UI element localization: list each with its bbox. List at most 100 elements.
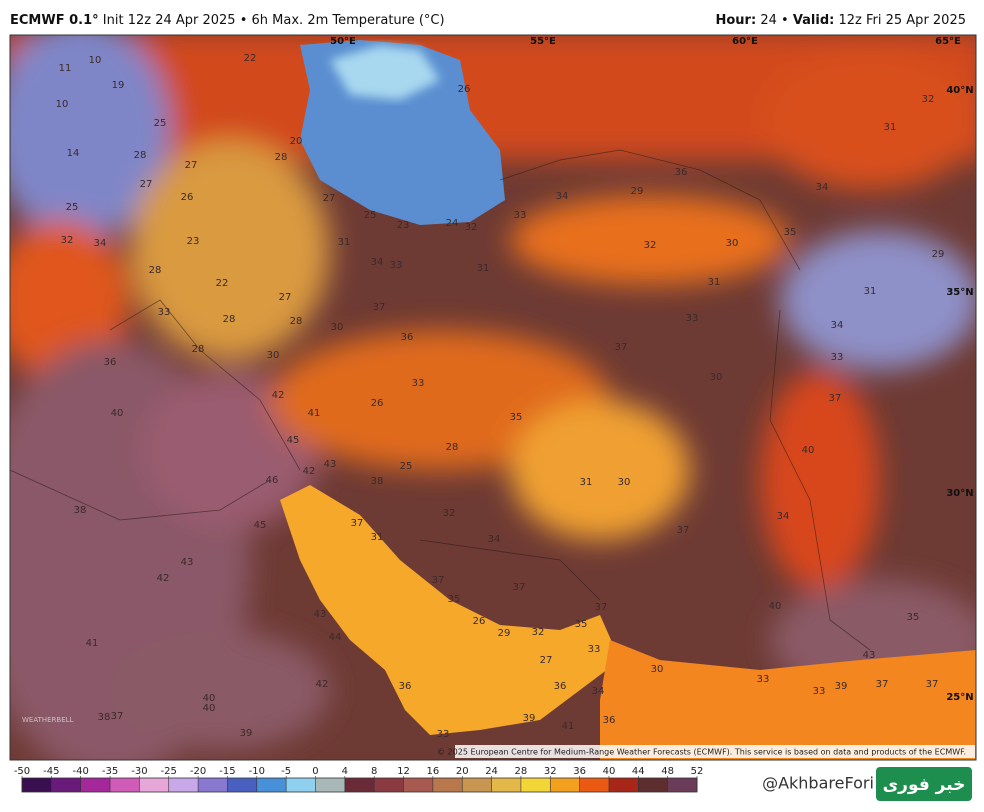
colorbar-tick-label: -40 bbox=[73, 766, 89, 777]
colorbar-swatch bbox=[139, 778, 170, 792]
temperature-label: 43 bbox=[863, 650, 876, 661]
temperature-label: 33 bbox=[390, 260, 403, 271]
header-right: Hour: 24 • Valid: 12z Fri 25 Apr 2025 bbox=[715, 13, 966, 28]
colorbar-swatch bbox=[286, 778, 316, 792]
temperature-label: 30 bbox=[267, 350, 280, 361]
temperature-label: 37 bbox=[615, 342, 628, 353]
temperature-label: 28 bbox=[192, 344, 205, 355]
temperature-label: 32 bbox=[61, 235, 74, 246]
temperature-label: 35 bbox=[575, 619, 588, 630]
temperature-label: 42 bbox=[157, 573, 170, 584]
temperature-label: 10 bbox=[56, 99, 69, 110]
temperature-label: 33 bbox=[437, 729, 450, 740]
temperature-label: 30 bbox=[726, 238, 739, 249]
colorbar-swatch bbox=[227, 778, 258, 792]
temperature-label: 33 bbox=[158, 307, 171, 318]
temperature-label: 36 bbox=[603, 715, 616, 726]
header-left: ECMWF 0.1° Init 12z 24 Apr 2025 • 6h Max… bbox=[10, 13, 445, 28]
temperature-label: 46 bbox=[266, 475, 279, 486]
temperature-label: 38 bbox=[371, 476, 384, 487]
latitude-label: 35°N bbox=[946, 287, 973, 298]
gulf-of-oman bbox=[600, 640, 976, 760]
colorbar-swatch bbox=[51, 778, 82, 792]
temperature-label: 33 bbox=[412, 378, 425, 389]
latitude-label: 25°N bbox=[946, 692, 973, 703]
colorbar-swatch bbox=[550, 778, 581, 792]
colorbar-tick-label: 0 bbox=[312, 766, 318, 777]
temperature-label: 26 bbox=[473, 616, 486, 627]
temperature-label: 27 bbox=[140, 179, 153, 190]
temperature-label: 34 bbox=[777, 511, 790, 522]
temperature-label: 36 bbox=[401, 332, 414, 343]
temperature-label: 25 bbox=[66, 202, 79, 213]
colorbar-swatch bbox=[432, 778, 463, 792]
map bbox=[10, 35, 976, 760]
latitude-label: 40°N bbox=[946, 85, 973, 96]
temperature-label: 36 bbox=[675, 167, 688, 178]
temperature-label: 11 bbox=[59, 63, 72, 74]
copyright-bg bbox=[455, 745, 975, 758]
latitude-label: 30°N bbox=[946, 488, 973, 499]
temperature-label: 10 bbox=[89, 55, 102, 66]
colorbar-tick-label: -50 bbox=[14, 766, 30, 777]
logo: خبر فوری bbox=[883, 775, 966, 795]
watermark: WEATHERBELL bbox=[22, 716, 74, 724]
temperature-label: 37 bbox=[513, 582, 526, 593]
temperature-label: 40 bbox=[203, 693, 216, 704]
temperature-label: 43 bbox=[181, 557, 194, 568]
product: 6h Max. 2m Temperature (°C) bbox=[252, 13, 445, 28]
colorbar-tick-label: 28 bbox=[515, 766, 528, 777]
temperature-label: 41 bbox=[308, 408, 321, 419]
temperature-label: 30 bbox=[710, 372, 723, 383]
temperature-label: 32 bbox=[532, 627, 545, 638]
temperature-label: 37 bbox=[876, 679, 889, 690]
temperature-label: 36 bbox=[399, 681, 412, 692]
colorbar-swatch bbox=[579, 778, 610, 792]
colorbar-swatch bbox=[168, 778, 199, 792]
handle: @AkhbareFori bbox=[762, 774, 874, 793]
temperature-label: 39 bbox=[523, 713, 536, 724]
temperature-label: 29 bbox=[932, 249, 945, 260]
colorbar-swatch bbox=[110, 778, 140, 792]
colorbar-swatch bbox=[22, 778, 52, 792]
temperature-label: 22 bbox=[244, 53, 257, 64]
colorbar-swatch bbox=[256, 778, 287, 792]
separator: • bbox=[240, 13, 248, 28]
hour-label: Hour: bbox=[715, 13, 756, 28]
temperature-label: 42 bbox=[316, 679, 329, 690]
temperature-label: 37 bbox=[926, 679, 939, 690]
colorbar-swatch bbox=[520, 778, 551, 792]
temperature-label: 23 bbox=[187, 236, 200, 247]
temperature-label: 37 bbox=[595, 602, 608, 613]
temperature-label: 35 bbox=[907, 612, 920, 623]
temperature-label: 42 bbox=[272, 390, 285, 401]
temperature-label: 30 bbox=[651, 664, 664, 675]
temperature-label: 37 bbox=[432, 575, 445, 586]
colorbar-swatch bbox=[608, 778, 639, 792]
temperature-label: 20 bbox=[290, 136, 303, 147]
colorbar-tick-label: -25 bbox=[161, 766, 177, 777]
temperature-label: 31 bbox=[477, 263, 490, 274]
longitude-label: 55°E bbox=[530, 36, 556, 47]
temperature-label: 33 bbox=[588, 644, 601, 655]
temperature-label: 37 bbox=[829, 393, 842, 404]
temperature-label: 29 bbox=[631, 186, 644, 197]
longitude-label: 60°E bbox=[732, 36, 758, 47]
temperature-label: 28 bbox=[134, 150, 147, 161]
temperature-label: 31 bbox=[708, 277, 721, 288]
colorbar-tick-label: 36 bbox=[573, 766, 586, 777]
colorbar-swatch bbox=[198, 778, 228, 792]
colorbar-tick-label: 52 bbox=[691, 766, 704, 777]
model: ECMWF 0.1° bbox=[10, 13, 99, 28]
temperature-label: 28 bbox=[446, 442, 459, 453]
temperature-label: 35 bbox=[448, 594, 461, 605]
colorbar-swatch bbox=[403, 778, 434, 792]
temperature-label: 32 bbox=[443, 508, 456, 519]
colorbar-swatch bbox=[344, 778, 375, 792]
temperature-label: 34 bbox=[816, 182, 829, 193]
temperature-label: 40 bbox=[111, 408, 124, 419]
temperature-label: 37 bbox=[111, 711, 124, 722]
temperature-label: 26 bbox=[181, 192, 194, 203]
temperature-label: 45 bbox=[287, 435, 300, 446]
